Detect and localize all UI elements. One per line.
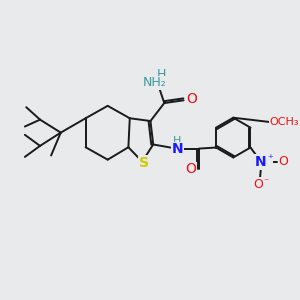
Text: H: H: [157, 68, 166, 81]
Text: H: H: [173, 136, 182, 146]
Text: O: O: [279, 155, 289, 168]
Text: OCH₃: OCH₃: [269, 117, 299, 127]
Text: O: O: [186, 162, 196, 176]
Text: O: O: [186, 92, 197, 106]
Text: O: O: [254, 178, 264, 191]
Text: N: N: [255, 155, 267, 169]
Text: NH₂: NH₂: [143, 76, 166, 89]
Text: S: S: [139, 156, 148, 170]
Text: ⁺: ⁺: [267, 154, 273, 164]
Text: ⁻: ⁻: [263, 178, 268, 188]
Text: N: N: [172, 142, 183, 156]
